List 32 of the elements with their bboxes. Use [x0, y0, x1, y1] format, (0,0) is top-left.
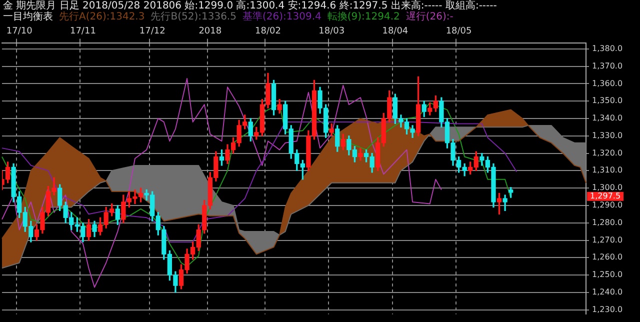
y-tick-label: 1,330.0 [592, 130, 623, 140]
y-tick-label: 1,280.0 [592, 218, 623, 227]
y-tick-label: 1,260.0 [592, 252, 623, 262]
x-tick-label: 17/11 [70, 26, 96, 37]
y-tick-label: 1,320.0 [592, 148, 623, 158]
legend-title: 一目均衡表 [3, 10, 53, 23]
y-tick-label: 1,300.0 [592, 183, 623, 192]
y-tick-label: 1,230.0 [592, 304, 623, 314]
x-tick-label: 18/04 [382, 26, 408, 37]
text: 先行B(52):1336.5 [150, 10, 236, 23]
y-tick-label: 1,290.0 [592, 200, 623, 210]
x-tick-label: 2018 [198, 26, 222, 37]
x-tick-label: 18/05 [446, 26, 472, 37]
y-tick-label: 1,380.0 [592, 44, 623, 53]
chart-title: 金 期先限月 日足 2018/05/28 201806 始:1299.0 高:1300.4 安:1294.6 終:1297.5 出来高:----- 取組高:----- [3, 0, 498, 12]
text: 基準(26):1309.4 [242, 10, 322, 23]
text: 先行A(26):1342.3 [59, 10, 145, 23]
y-tick-label: 1,370.0 [592, 61, 623, 70]
text: 1,297.5 [590, 191, 621, 200]
x-tick-label: 17/12 [139, 26, 166, 37]
y-tick-label: 1,240.0 [592, 288, 623, 297]
y-tick-label: 1,360.0 [592, 78, 623, 88]
text: 転換(9):1294.2 [327, 10, 400, 23]
y-tick-label: 1,340.0 [592, 114, 623, 123]
y-tick-label: 1,310.0 [592, 166, 623, 175]
y-tick-label: 1,250.0 [592, 270, 623, 280]
y-tick-label: 1,270.0 [592, 235, 623, 244]
x-tick-label: 17/10 [6, 26, 33, 37]
y-tick-label: 1,350.0 [592, 96, 623, 106]
x-tick-label: 18/02 [255, 26, 281, 37]
x-tick-label: 18/03 [318, 26, 345, 37]
text: 遅行(26):- [406, 10, 454, 23]
